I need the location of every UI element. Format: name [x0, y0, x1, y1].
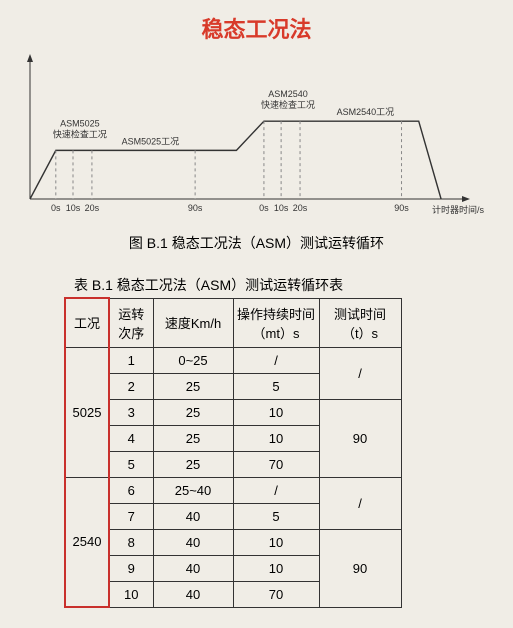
svg-text:0s: 0s [259, 203, 269, 213]
table-cell: 5025 [65, 347, 109, 477]
table-cell: 10 [233, 529, 319, 555]
table-cell: 5 [233, 503, 319, 529]
table-cell: 10 [233, 555, 319, 581]
page-root: 稳态工况法 计时器时间/s 0s 10s 20s 90s 0s 10s 20s 90s ASM50… [0, 0, 513, 628]
svg-text:10s: 10s [274, 203, 289, 213]
svg-text:ASM5025: ASM5025 [60, 118, 100, 128]
table-cell: 25 [153, 425, 233, 451]
table-cell: 8 [109, 529, 153, 555]
table-cell: / [233, 477, 319, 503]
table-cell: 2 [109, 373, 153, 399]
table-cell: 25 [153, 451, 233, 477]
table-cell: 操作持续时间（mt）s [233, 298, 319, 347]
table-cell: 速度Km/h [153, 298, 233, 347]
svg-text:20s: 20s [85, 203, 100, 213]
table-row: 502510~25// [65, 347, 401, 373]
table-caption: 表 B.1 稳态工况法（ASM）测试运转循环表 [74, 275, 501, 295]
table-cell: 25 [153, 399, 233, 425]
table-cell: 运转次序 [109, 298, 153, 347]
asm-cycle-chart: 计时器时间/s0s10s20s90s0s10s20s90sASM5025快速检查… [12, 52, 490, 227]
table-cell: 5 [233, 373, 319, 399]
table-cell: 40 [153, 503, 233, 529]
table-cell: 10 [109, 581, 153, 607]
table-row: 2540625~40// [65, 477, 401, 503]
table-cell: / [319, 477, 401, 529]
table-cell: 40 [153, 555, 233, 581]
table-cell: 工况 [65, 298, 109, 347]
svg-text:ASM5025工况: ASM5025工况 [122, 136, 180, 146]
table-cell: 6 [109, 477, 153, 503]
table-cell: 4 [109, 425, 153, 451]
table-cell: 3 [109, 399, 153, 425]
table-cell: 40 [153, 581, 233, 607]
table-cell: 0~25 [153, 347, 233, 373]
table-row: 8401090 [65, 529, 401, 555]
table-cell: 90 [319, 529, 401, 607]
table-header-row: 工况运转次序速度Km/h操作持续时间（mt）s测试时间（t）s [65, 298, 401, 347]
table-cell: 5 [109, 451, 153, 477]
svg-text:90s: 90s [394, 203, 409, 213]
svg-text:10s: 10s [66, 203, 81, 213]
svg-text:20s: 20s [293, 203, 308, 213]
table-cell: 测试时间（t）s [319, 298, 401, 347]
table-cell: 9 [109, 555, 153, 581]
asm-cycle-table: 工况运转次序速度Km/h操作持续时间（mt）s测试时间（t）s502510~25… [64, 297, 402, 608]
table-cell: 1 [109, 347, 153, 373]
table-cell: 10 [233, 399, 319, 425]
table-cell: 90 [319, 399, 401, 477]
svg-text:计时器时间/s: 计时器时间/s [432, 204, 485, 215]
svg-text:0s: 0s [51, 203, 61, 213]
figure-caption: 图 B.1 稳态工况法（ASM）测试运转循环 [12, 233, 501, 253]
svg-text:快速检查工况: 快速检查工况 [53, 128, 107, 139]
table-cell: 70 [233, 581, 319, 607]
svg-text:ASM2540: ASM2540 [268, 89, 308, 99]
table-cell: 10 [233, 425, 319, 451]
table-cell: 2540 [65, 477, 109, 607]
svg-text:快速检查工况: 快速检查工况 [261, 99, 315, 110]
table-row: 3251090 [65, 399, 401, 425]
table-cell: 7 [109, 503, 153, 529]
table-cell: 40 [153, 529, 233, 555]
table-cell: 70 [233, 451, 319, 477]
table-cell: / [233, 347, 319, 373]
table-cell: 25~40 [153, 477, 233, 503]
table-cell: / [319, 347, 401, 399]
main-title: 稳态工况法 [12, 12, 501, 44]
svg-text:ASM2540工况: ASM2540工况 [337, 107, 395, 117]
svg-text:90s: 90s [188, 203, 203, 213]
table-cell: 25 [153, 373, 233, 399]
